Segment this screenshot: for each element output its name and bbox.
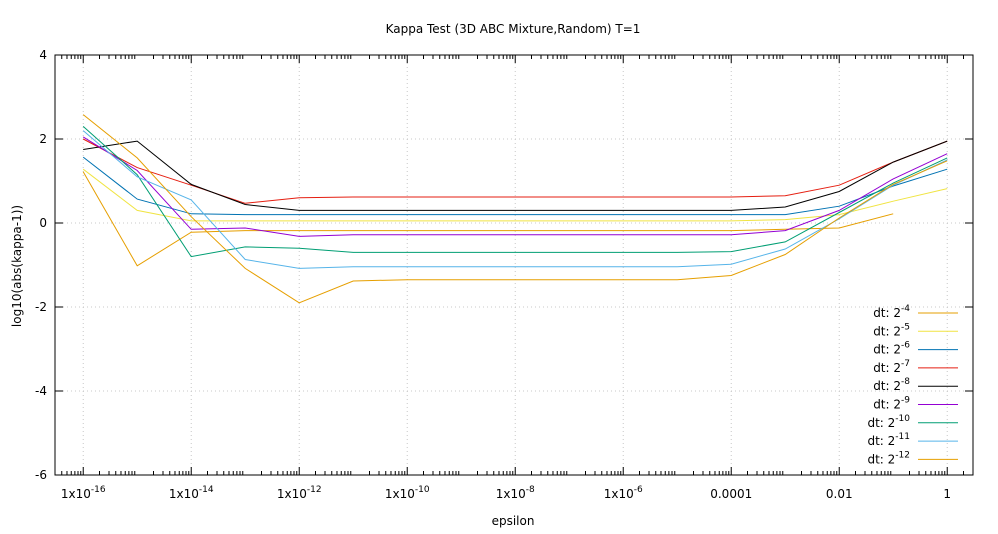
legend-label: dt: 2-7 — [873, 359, 910, 375]
legend-label-exponent: -7 — [901, 359, 910, 369]
y-tick-label: -4 — [35, 384, 47, 398]
series-line-dt-2-6 — [82, 156, 948, 216]
legend-label-exponent: -5 — [901, 322, 910, 332]
legend-label-base: dt: 2 — [873, 306, 901, 320]
x-tick-label: 1 — [943, 487, 951, 501]
x-tick-label-exponent: -10 — [415, 485, 430, 495]
series-line-dt-2-9 — [82, 136, 948, 237]
legend-label: dt: 2-6 — [873, 341, 910, 357]
series-lines — [82, 114, 948, 304]
x-tick-label-base: 1x10 — [385, 487, 415, 501]
legend-label-base: dt: 2 — [873, 361, 901, 375]
legend-label: dt: 2-5 — [873, 322, 910, 338]
legend-label-exponent: -4 — [901, 304, 910, 314]
legend-label: dt: 2-11 — [867, 432, 910, 448]
x-tick-label-exponent: -12 — [307, 485, 322, 495]
legend-label-exponent: -9 — [901, 396, 910, 406]
legend-label-base: dt: 2 — [873, 379, 901, 393]
series-line-dt-2-5 — [82, 168, 948, 222]
legend-label-base: dt: 2 — [873, 398, 901, 412]
legend-label: dt: 2-8 — [873, 377, 910, 393]
series-line-dt-2-12 — [82, 114, 948, 304]
legend-label-exponent: -6 — [901, 341, 910, 351]
x-tick-label-exponent: -16 — [91, 485, 106, 495]
x-tick-label-exponent: -6 — [634, 485, 643, 495]
legend-label: dt: 2-12 — [867, 450, 910, 466]
x-tick-label-base: 0.0001 — [710, 487, 752, 501]
legend-label-exponent: -11 — [895, 432, 910, 442]
x-tick-label: 1x10-16 — [61, 485, 106, 501]
x-tick-label: 1x10-10 — [385, 485, 430, 501]
grid — [55, 54, 973, 476]
y-tick-label: 4 — [39, 48, 47, 62]
legend-label-base: dt: 2 — [867, 434, 895, 448]
plot-frame — [54, 54, 974, 476]
x-tick-label: 1x10-8 — [496, 485, 535, 501]
legend-label-exponent: -8 — [901, 377, 910, 387]
y-tick-label: 2 — [39, 132, 47, 146]
x-tick-label-base: 1x10 — [277, 487, 307, 501]
legend-label-base: dt: 2 — [867, 416, 895, 430]
x-tick-label-base: 1 — [943, 487, 951, 501]
chart-title: Kappa Test (3D ABC Mixture,Random) T=1 — [386, 22, 641, 36]
y-axis-label: log10(abs(kappa-1)) — [10, 205, 24, 327]
legend-label-base: dt: 2 — [867, 452, 895, 466]
x-tick-label-base: 1x10 — [61, 487, 91, 501]
x-tick-label-base: 1x10 — [604, 487, 634, 501]
x-tick-label: 1x10-6 — [604, 485, 643, 501]
legend-label: dt: 2-4 — [873, 304, 910, 320]
series-line-dt-2-10 — [82, 126, 948, 258]
x-tick-label-base: 1x10 — [496, 487, 526, 501]
y-tick-label: -6 — [35, 468, 47, 482]
y-tick-label: -2 — [35, 300, 47, 314]
legend: dt: 2-4dt: 2-5dt: 2-6dt: 2-7dt: 2-8dt: 2… — [867, 304, 958, 466]
legend-label-exponent: -10 — [895, 414, 910, 424]
axes: 1x10-16 1x10-14 1x10-12 1x10-10 1x10-8 1x10-6… — [35, 48, 974, 501]
x-tick-label: 1x10-12 — [277, 485, 322, 501]
y-tick-label: 0 — [39, 216, 47, 230]
x-tick-label-base: 1x10 — [169, 487, 199, 501]
legend-label: dt: 2-10 — [867, 414, 910, 430]
series-line-dt-2-4 — [82, 171, 894, 267]
legend-label-base: dt: 2 — [873, 343, 901, 357]
x-tick-label-exponent: -8 — [526, 485, 535, 495]
series-line-dt-2-11 — [82, 130, 948, 269]
x-tick-label-exponent: -14 — [199, 485, 214, 495]
legend-label-exponent: -12 — [895, 450, 910, 460]
x-axis-label: epsilon — [492, 514, 535, 528]
x-tick-label: 1x10-14 — [169, 485, 214, 501]
x-tick-label-base: 0.01 — [826, 487, 853, 501]
series-line-dt-2-8 — [83, 140, 948, 211]
legend-label-base: dt: 2 — [873, 324, 901, 338]
x-tick-label: 0.0001 — [710, 487, 752, 501]
legend-label: dt: 2-9 — [873, 396, 910, 412]
x-tick-label: 0.01 — [826, 487, 853, 501]
